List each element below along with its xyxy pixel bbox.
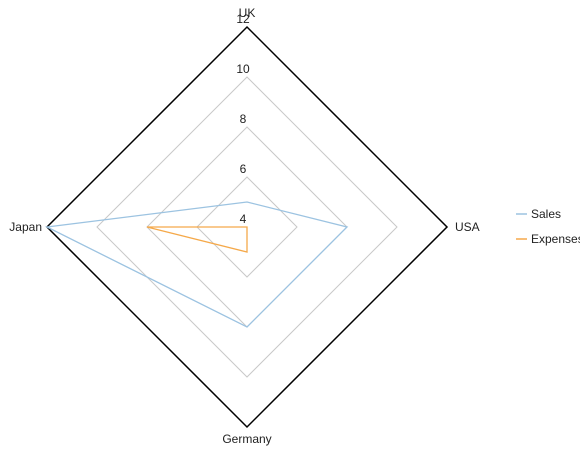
tick-label-8: 8 [240, 112, 247, 126]
grid-ring-12 [45, 25, 449, 429]
category-label-japan: Japan [9, 220, 42, 234]
legend-label-expenses: Expenses [531, 232, 580, 246]
legend-label-sales: Sales [531, 207, 561, 221]
tick-label-4: 4 [240, 212, 247, 226]
category-label-usa: USA [455, 220, 480, 234]
radar-series [44, 201, 349, 328]
legend: Sales Expenses [516, 207, 580, 246]
category-label-germany: Germany [222, 432, 271, 446]
radar-grid [45, 25, 449, 429]
series-sales-polygon [44, 201, 349, 328]
category-labels: UK USA Germany Japan [9, 6, 479, 446]
category-label-uk: UK [239, 6, 256, 20]
tick-label-12: 12 [236, 12, 250, 26]
tick-label-6: 6 [240, 162, 247, 176]
tick-label-10: 10 [236, 62, 250, 76]
radial-tick-labels: 4 6 8 10 12 [236, 12, 250, 226]
series-expenses-polygon [146, 226, 248, 253]
grid-ring-10 [96, 76, 398, 378]
